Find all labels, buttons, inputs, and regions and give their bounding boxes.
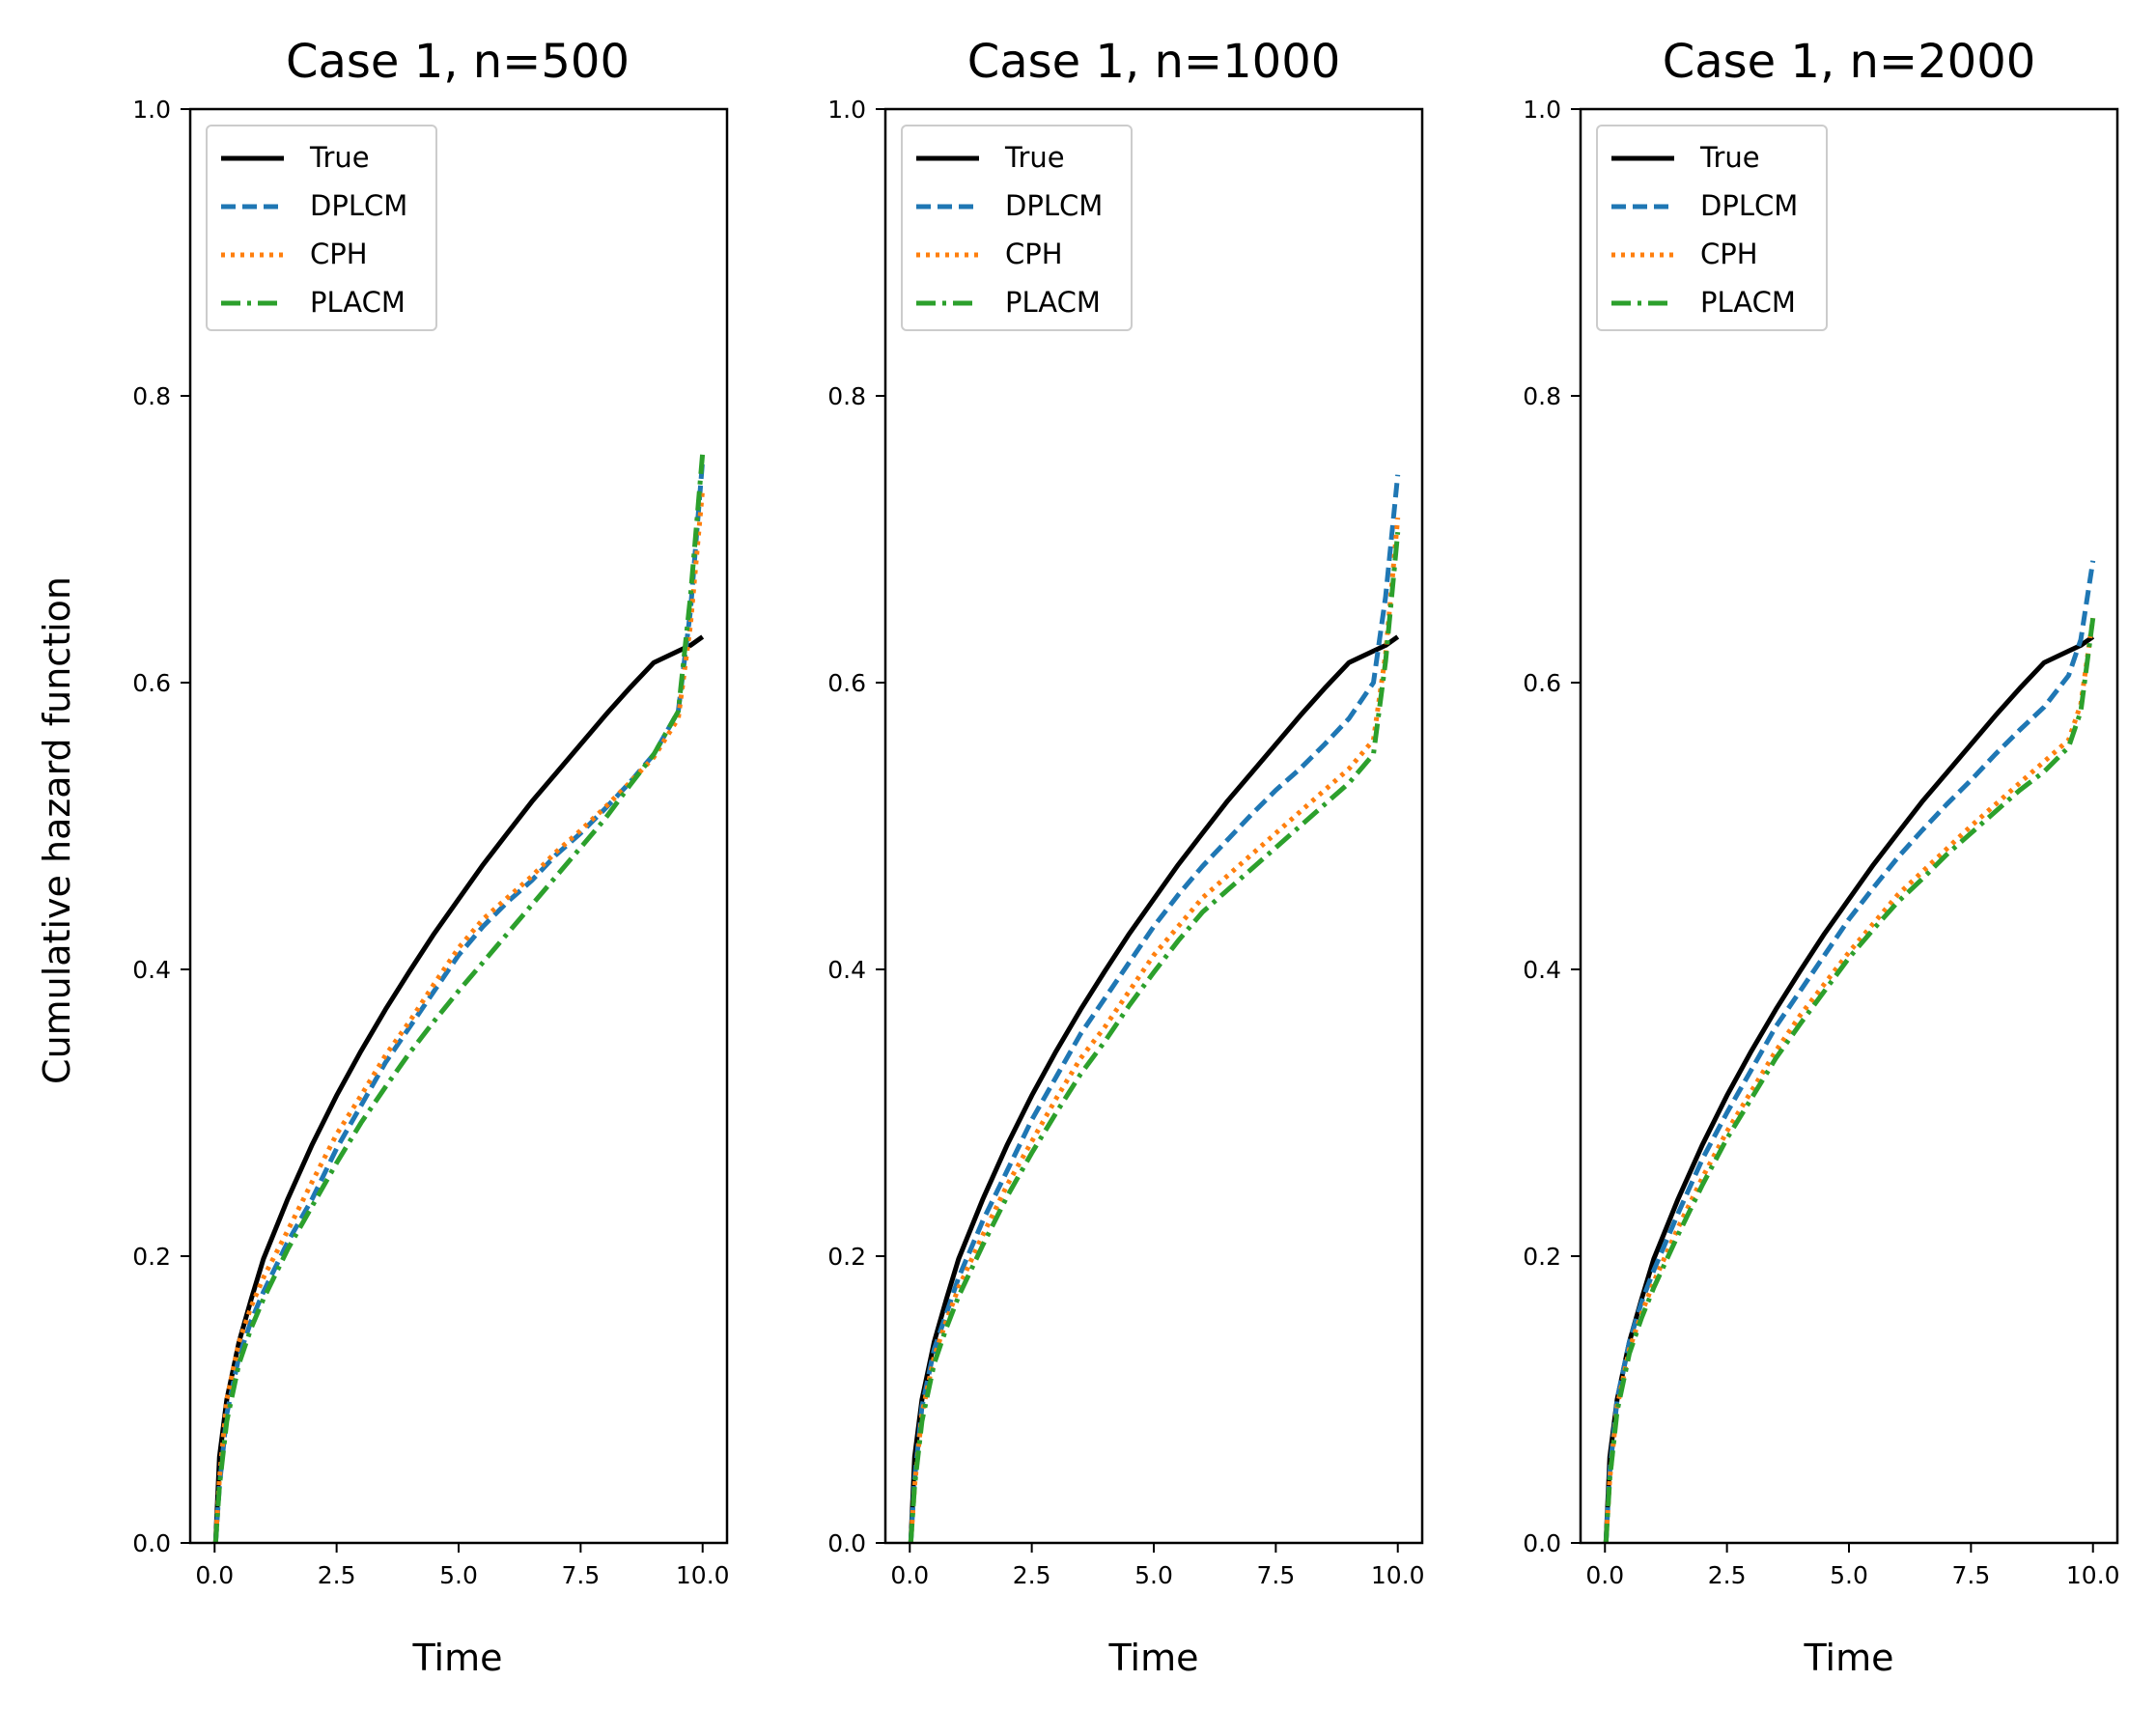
panel-3-ytick-label: 0.8: [1523, 382, 1561, 410]
panel-1-ylabel: Cumulative hazard function: [36, 576, 78, 1084]
panel-1: Case 1, n=500 Cumulative hazard function…: [36, 35, 730, 1679]
panel-2-legend: True DPLCM CPH PLACM: [901, 125, 1133, 331]
panel-2-xtick-label: 7.5: [1256, 1561, 1295, 1589]
panel-3-legend-label-true: True: [1699, 141, 1760, 174]
panel-3-xtick-label: 10.0: [2066, 1561, 2120, 1589]
panel-3-ytick-label: 0.4: [1523, 956, 1561, 984]
panel-2-legend-label-dplcm: DPLCM: [1005, 189, 1103, 222]
panel-1-ytick-label: 0.2: [132, 1243, 171, 1271]
panel-1-title: Case 1, n=500: [286, 35, 630, 89]
panel-1-ytick-label: 0.6: [132, 669, 171, 697]
panel-1-ytick-label: 0.4: [132, 956, 171, 984]
panel-3-legend-label-cph: CPH: [1700, 238, 1758, 270]
panel-2-legend-frame: [901, 125, 1133, 331]
panel-1-series-cph-line: [212, 489, 706, 1544]
panel-2: Case 1, n=1000 Time 0.0 2.5 5.0 7.5 10.00.00…: [827, 35, 1424, 1679]
panel-2-ytick-label: 0.6: [827, 669, 866, 697]
panel-1-series-true-line: [212, 634, 705, 1544]
panel-2-legend-label-placm: PLACM: [1005, 286, 1101, 319]
panel-3: Case 1, n=2000 Time 0.0 2.5 5.0 7.5 10.00.00…: [1523, 35, 2119, 1679]
panel-2-xtick-label: 2.5: [1013, 1561, 1051, 1589]
panel-3-legend: True DPLCM CPH PLACM: [1596, 125, 1828, 331]
panel-1-plot-area: [188, 107, 729, 1545]
panel-2-series-true-line: [908, 634, 1400, 1544]
panel-2-series-dplcm-line: [908, 474, 1401, 1544]
panel-3-legend-frame: [1596, 125, 1828, 331]
panel-3-xtick-label: 7.5: [1951, 1561, 1990, 1589]
panel-1-xtick-label: 0.0: [195, 1561, 234, 1589]
panel-1-series-dplcm-line: [212, 460, 706, 1544]
panel-1-xlabel: Time: [412, 1637, 503, 1679]
panel-1-ytick-label: 1.0: [132, 96, 171, 124]
panel-3-xtick-label: 5.0: [1830, 1561, 1868, 1589]
panel-1-ticks: 0.0 2.5 5.0 7.5 10.0 0.0 0.2 0.4 0.6 0.8 1.0: [132, 96, 729, 1589]
panel-3-ytick-label: 1.0: [1523, 96, 1561, 124]
panel-3-legend-label-placm: PLACM: [1700, 286, 1796, 319]
panel-3-series-placm-line: [1603, 617, 2096, 1544]
panel-2-xtick-label: 10.0: [1371, 1561, 1425, 1589]
panel-3-ytick-label: 0.0: [1523, 1529, 1561, 1557]
panel-2-ytick-label: 0.2: [827, 1243, 866, 1271]
panel-1-xtick-label: 10.0: [676, 1561, 730, 1589]
panel-3-xtick-label: 0.0: [1585, 1561, 1624, 1589]
panel-2-legend-label-true: True: [1004, 141, 1065, 174]
panel-1-legend-label-true: True: [309, 141, 370, 174]
panel-1-legend: True DPLCM CPH PLACM: [206, 125, 437, 331]
panel-1-xtick-label: 5.0: [439, 1561, 478, 1589]
panel-2-title: Case 1, n=1000: [967, 35, 1341, 89]
panel-1-xtick-label: 7.5: [561, 1561, 600, 1589]
panel-2-xtick-label: 0.0: [890, 1561, 929, 1589]
panel-1-series-placm-line: [212, 453, 706, 1544]
panel-3-ytick-label: 0.6: [1523, 669, 1561, 697]
panel-1-legend-label-dplcm: DPLCM: [310, 189, 407, 222]
panel-3-ticks: 0.0 2.5 5.0 7.5 10.0 0.0 0.2 0.4 0.6 0.8 1.0: [1523, 96, 2119, 1589]
panel-3-xtick-label: 2.5: [1708, 1561, 1747, 1589]
panel-2-ytick-label: 0.0: [827, 1529, 866, 1557]
panel-2-ytick-label: 0.8: [827, 382, 866, 410]
panel-3-legend-label-dplcm: DPLCM: [1700, 189, 1798, 222]
panel-3-title: Case 1, n=2000: [1663, 35, 2036, 89]
panel-1-legend-label-placm: PLACM: [310, 286, 406, 319]
panel-2-legend-label-cph: CPH: [1005, 238, 1063, 270]
panel-1-ytick-label: 0.8: [132, 382, 171, 410]
panel-2-xtick-label: 5.0: [1134, 1561, 1173, 1589]
panel-1-legend-frame: [206, 125, 437, 331]
panel-3-series-dplcm-line: [1603, 560, 2096, 1544]
panel-2-ticks: 0.0 2.5 5.0 7.5 10.0 0.0 0.2 0.4 0.6 0.8 1.0: [827, 96, 1424, 1589]
panel-3-xlabel: Time: [1804, 1637, 1894, 1679]
panel-2-series-placm-line: [908, 531, 1401, 1544]
panel-2-ytick-label: 0.4: [827, 956, 866, 984]
panel-2-ytick-label: 1.0: [827, 96, 866, 124]
panel-3-ytick-label: 0.2: [1523, 1243, 1561, 1271]
panel-2-xlabel: Time: [1108, 1637, 1199, 1679]
panel-1-xtick-label: 2.5: [318, 1561, 356, 1589]
panel-1-ytick-label: 0.0: [132, 1529, 171, 1557]
panel-1-legend-label-cph: CPH: [310, 238, 368, 270]
